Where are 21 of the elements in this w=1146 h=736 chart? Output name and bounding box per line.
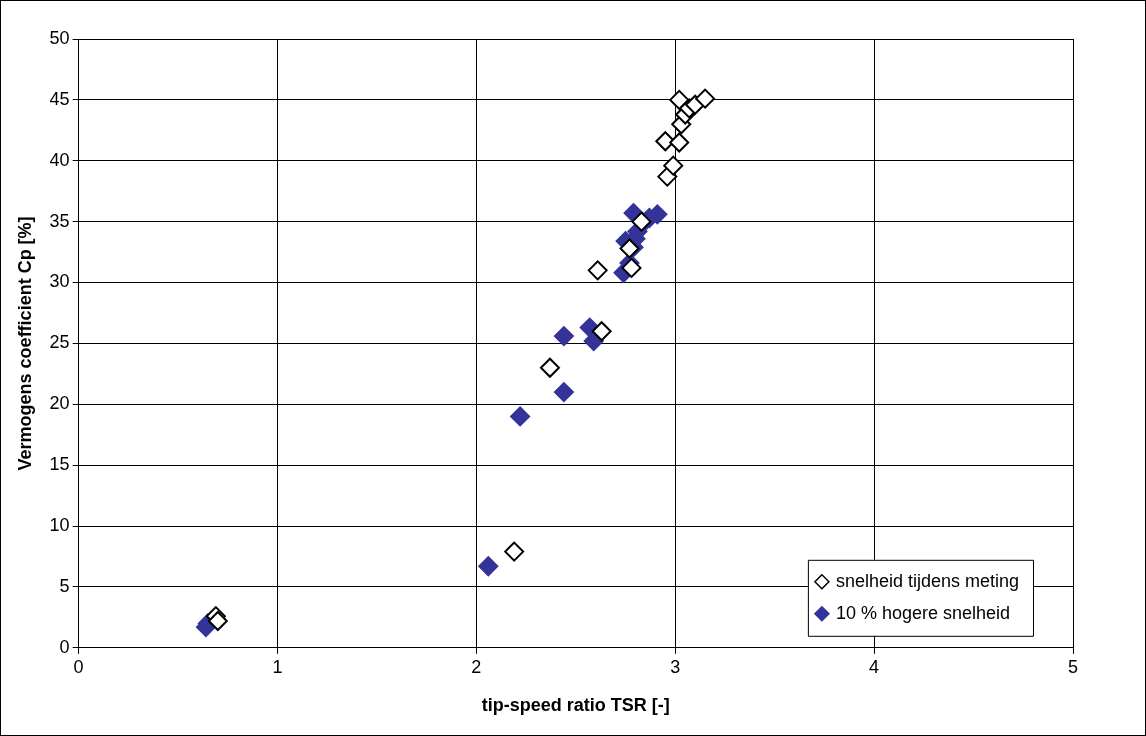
y-tick-label: 20 <box>49 393 70 414</box>
x-tick-label: 2 <box>471 656 482 677</box>
y-tick-label: 45 <box>49 88 70 109</box>
y-tick-label: 0 <box>59 636 70 657</box>
x-axis-title: tip-speed ratio TSR [-] <box>481 695 670 716</box>
y-tick-label: 35 <box>49 210 70 231</box>
y-tick-label: 50 <box>49 27 70 48</box>
x-tick-label: 3 <box>670 656 681 677</box>
y-tick-label: 30 <box>49 271 70 292</box>
legend-label: snelheid tijdens meting <box>835 570 1020 591</box>
y-tick-label: 5 <box>59 575 70 596</box>
y-tick-label: 40 <box>49 149 70 170</box>
y-tick-label: 15 <box>49 454 70 475</box>
y-tick-label: 25 <box>49 332 70 353</box>
legend-label: 10 % hogere snelheid <box>835 602 1011 623</box>
x-tick-label: 0 <box>73 656 84 677</box>
y-axis-title: Vermogens coefficient Cp [%] <box>14 216 35 471</box>
x-tick-label: 4 <box>869 656 880 677</box>
x-tick-label: 5 <box>1067 656 1079 677</box>
y-tick-label: 10 <box>49 515 70 536</box>
x-tick-label: 1 <box>272 656 283 677</box>
